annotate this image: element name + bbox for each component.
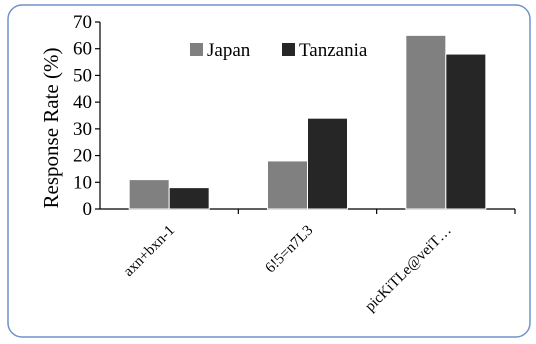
bar-tanzania-1: [307, 117, 348, 210]
legend-label-japan: Japan: [207, 40, 251, 61]
legend-label-tanzania: Tanzania: [299, 40, 368, 61]
bar-japan-0: [128, 179, 170, 210]
y-tick-label: 70: [73, 12, 92, 33]
y-tick-label: 0: [83, 199, 93, 220]
legend-swatch-japan: [190, 43, 203, 56]
bar-japan-1: [267, 160, 308, 210]
y-tick-label: 30: [73, 119, 92, 140]
bar-japan-2: [405, 34, 447, 210]
y-tick-label: 20: [73, 146, 92, 167]
bars: [128, 34, 487, 210]
y-tick-label: 50: [73, 65, 92, 86]
y-axis-title: Response Rate (%): [39, 48, 63, 209]
y-tick-label: 60: [73, 39, 92, 60]
bar-tanzania-2: [445, 53, 487, 210]
legend: Japan Tanzania: [190, 40, 368, 61]
y-tick-label: 40: [73, 92, 92, 113]
y-tick-label: 10: [73, 172, 92, 193]
legend-swatch-tanzania: [282, 43, 295, 56]
bar-tanzania-0: [168, 187, 210, 210]
